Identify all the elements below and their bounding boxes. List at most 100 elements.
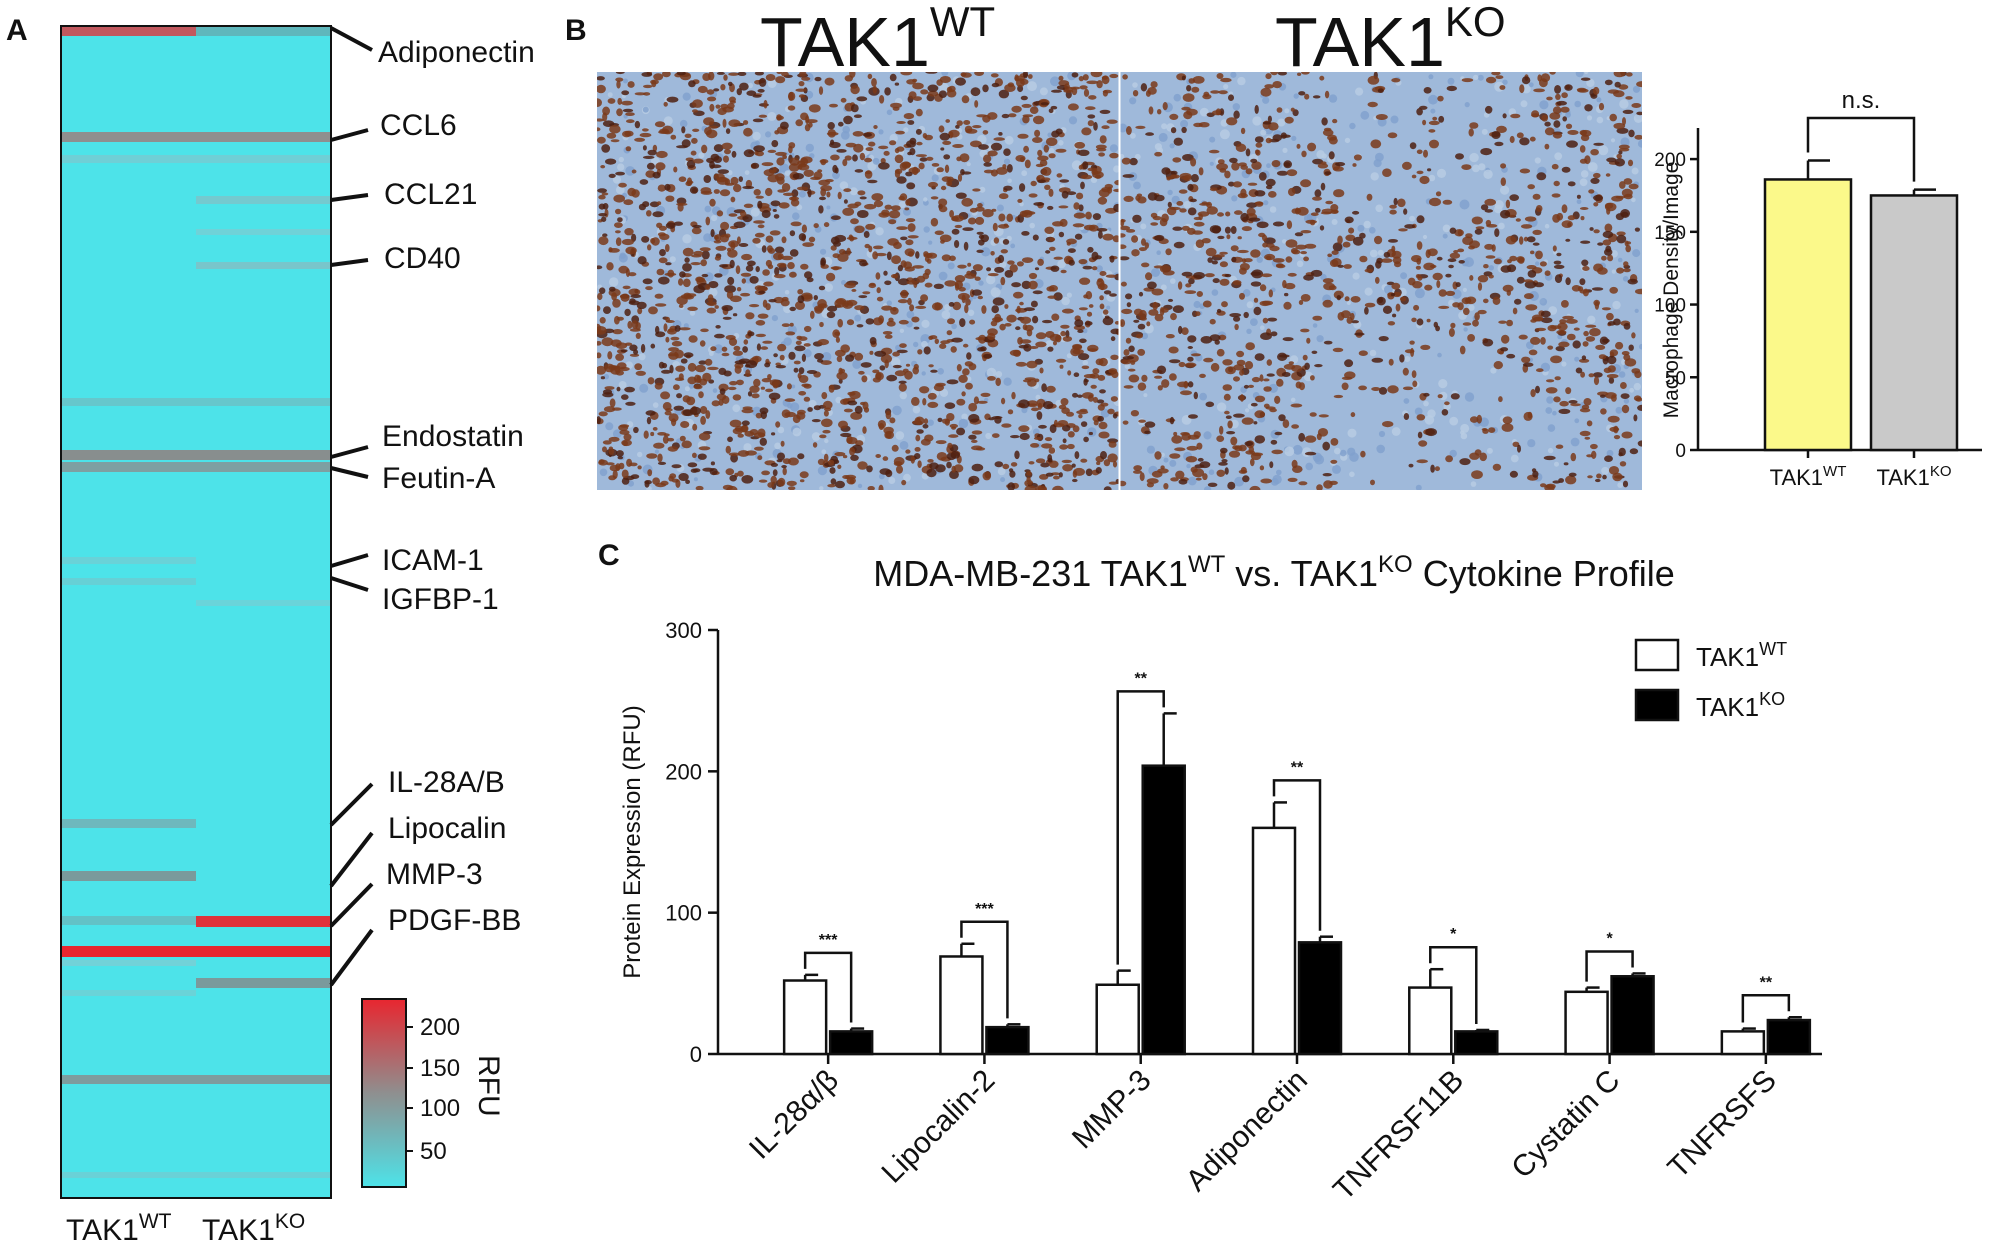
chart-b-y-label: Macrophage Density/Image <box>1660 162 1683 419</box>
chart-c-x-tick-label: Cystatin C <box>1505 1064 1626 1185</box>
heatmap-cell <box>196 916 331 927</box>
heatmap-cell <box>196 262 331 269</box>
chart-c-significance-bracket <box>1585 950 1634 982</box>
chart-c-bar <box>1454 1030 1499 1056</box>
chart-c-significance-bracket <box>960 920 1009 1019</box>
heatmap-label-leader <box>329 831 374 888</box>
chart-b-y-tick-label: 0 <box>1675 441 1686 462</box>
chart-b-significance-label: n.s. <box>1842 87 1881 114</box>
heatmap-cell <box>61 960 196 966</box>
chart-c-bar <box>1720 1030 1766 1056</box>
heatmap-cell <box>61 155 331 163</box>
heatmap-label-leader <box>330 258 369 267</box>
chart-c-x-tick-label: MMP-3 <box>1066 1064 1158 1156</box>
heatmap-row-label: IGFBP-1 <box>382 583 499 616</box>
heatmap-cell <box>196 229 331 235</box>
chart-c-bar <box>985 1025 1030 1056</box>
heatmap-cell <box>196 196 331 204</box>
heatmap-cell <box>61 557 196 564</box>
chart-c-significance-label: ** <box>1291 759 1304 776</box>
heatmap-label-leader <box>330 466 369 479</box>
chart-c-significance-label: *** <box>819 932 838 949</box>
chart-c-significance-bracket <box>1272 779 1322 931</box>
chart-c-significance-label: ** <box>1760 974 1773 991</box>
chart-c-significance-label: ** <box>1134 670 1147 687</box>
chart-c-bar <box>782 979 828 1056</box>
heatmap-cell <box>61 946 331 957</box>
heatmap-cell <box>61 462 331 472</box>
chart-c-bar <box>1610 975 1655 1056</box>
heatmap-cell <box>196 978 331 988</box>
chart-c-legend-swatch <box>1634 638 1680 672</box>
chart-b-y-tick-label: 50 <box>1665 368 1686 389</box>
chart-b-x-tick-label: TAK1KO <box>1876 463 1951 490</box>
panel-b-letter: B <box>565 14 587 47</box>
chart-c-legend-swatch <box>1634 688 1680 722</box>
chart-c-y-tick-label: 300 <box>665 618 702 643</box>
colorbar-gradient <box>361 998 407 1188</box>
heatmap-col-wt: TAK1WT <box>66 1210 172 1247</box>
heatmap-row-label: IL-28A/B <box>388 766 505 799</box>
heatmap-row-label: CCL6 <box>380 109 457 142</box>
panel-c-letter: C <box>598 539 620 572</box>
chart-b-bar <box>1763 178 1853 452</box>
chart-c-significance-bracket <box>1429 945 1478 1024</box>
heatmap-label-leader <box>330 193 369 202</box>
heatmap-row-label: CCL21 <box>384 178 477 211</box>
heatmap-row-label: MMP-3 <box>386 858 483 891</box>
chart-c-y-label: Protein Expression (RFU) <box>619 705 646 978</box>
chart-c-y-tick-label: 100 <box>665 901 702 926</box>
heatmap-cell <box>61 26 196 36</box>
panel-a-letter: A <box>6 14 28 47</box>
heatmap-background <box>61 26 331 1198</box>
chart-c-x-tick-label: Lipocalin-2 <box>875 1064 1001 1190</box>
chart-c-significance-bracket <box>1116 690 1165 965</box>
chart-b-x-tick-label: TAK1WT <box>1770 463 1847 490</box>
heatmap-label-leader <box>330 128 369 142</box>
chart-c-legend-label: TAK1KO <box>1696 689 1785 722</box>
heatmap-cell <box>61 1172 331 1178</box>
heatmap-cell <box>61 578 196 585</box>
colorbar-tick-label: 150 <box>420 1055 460 1082</box>
heatmap-cell <box>61 819 196 828</box>
chart-c-title: MDA-MB-231 TAK1WT vs. TAK1KO Cytokine Pr… <box>873 551 1675 594</box>
heatmap-row-label: Adiponectin <box>378 36 535 69</box>
chart-c-significance-label: *** <box>975 901 994 918</box>
chart-c-bar <box>1141 764 1186 1056</box>
chart-c-significance-label: * <box>1606 930 1613 947</box>
heatmap-row-label: CD40 <box>384 242 461 275</box>
chart-b-significance-bracket <box>1806 116 1916 182</box>
chart-c-x-tick-label: TNFRSF11B <box>1327 1064 1470 1207</box>
colorbar-tick-label: 100 <box>420 1095 460 1122</box>
colorbar-tick-label: 200 <box>420 1014 460 1041</box>
heatmap-cell <box>196 26 331 36</box>
heatmap-col-ko: TAK1KO <box>202 1210 305 1247</box>
chart-c-bar <box>1766 1018 1812 1056</box>
heatmap-row-label: Endostatin <box>382 420 524 453</box>
heatmap-column-labels: TAK1WT TAK1KO <box>66 1210 305 1247</box>
heatmap-row-label: ICAM-1 <box>382 544 484 577</box>
heatmap-label-leader <box>329 782 374 827</box>
heatmap-cell <box>61 990 196 996</box>
chart-b-y-tick-label: 150 <box>1654 223 1686 244</box>
heatmap-cell <box>61 1075 331 1084</box>
heatmap-cell <box>61 871 196 881</box>
heatmap-cell <box>61 398 331 406</box>
heatmap-cell <box>61 916 196 925</box>
heatmap-row-label: Lipocalin <box>388 812 506 845</box>
heatmap-label-leader <box>330 576 369 592</box>
chart-c-significance-bracket <box>803 951 853 1023</box>
histology-title-wt: TAK1WT <box>760 0 995 81</box>
chart-c-x-tick-label: TNFRSFS <box>1662 1064 1783 1185</box>
heatmap <box>60 25 332 1199</box>
heatmap-row-labels: Adiponectin CCL6 CCL21 CD40 Endostatin Feutin… <box>329 26 535 987</box>
chart-c-bar <box>1564 990 1609 1056</box>
histology-image-wt <box>597 72 1119 490</box>
heatmap-label-leader <box>329 882 374 928</box>
heatmap-label-leader <box>330 445 369 459</box>
chart-c-x-tick-label: IL-28α/β <box>743 1064 845 1166</box>
chart-c-x-tick-label: Adiponectin <box>1180 1064 1314 1198</box>
